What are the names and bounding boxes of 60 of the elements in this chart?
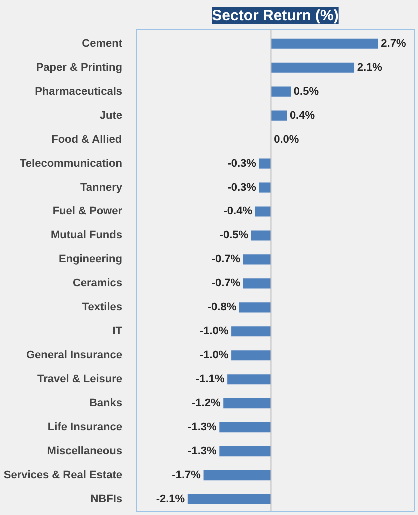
data-label: -0.7% [212,254,241,266]
y-tick-label: Food & Allied [52,134,122,146]
y-tick-label: Tannery [80,182,124,194]
data-label: -1.3% [188,422,218,434]
bar [228,374,272,385]
bar [239,302,272,313]
data-label: 0.0% [274,134,300,146]
data-label: -1.3% [188,446,218,458]
bar [224,398,272,409]
y-tick-label: Ceramics [72,278,123,290]
bar [220,446,272,457]
y-tick-label: Jute [100,110,123,122]
bar [243,254,272,265]
y-tick-label: Textiles [82,302,123,314]
data-label: -0.8% [208,302,237,314]
y-tick-label: Fuel & Power [52,206,124,218]
bar [271,86,292,97]
bar [271,62,355,73]
data-label: -0.7% [212,278,241,290]
y-tick-label: Mutual Funds [51,230,123,242]
bar [243,278,272,289]
bar [188,494,272,505]
data-label: 0.5% [294,86,320,98]
bar [204,470,272,481]
data-label: 0.4% [290,110,316,122]
y-tick-label: Banks [89,398,123,410]
y-tick-label: Cement [82,38,123,50]
data-label: -1.2% [192,398,221,410]
y-tick-label: Pharmaceuticals [35,86,122,98]
bar [232,350,272,361]
chart-title: Sector Return (%) [212,8,339,24]
data-label: -0.4% [224,206,253,218]
bar [251,230,272,241]
data-label: -0.5% [220,230,249,242]
data-label: 2.7% [381,38,406,50]
y-tick-label: Telecommunication [20,158,123,170]
bar [232,326,272,337]
y-tick-label: Life Insurance [48,422,122,434]
data-label: -1.0% [200,326,229,338]
data-label: -0.3% [228,158,257,170]
bar [271,38,378,49]
bar [259,182,272,193]
y-tick-label: Travel & Leisure [38,374,123,386]
y-tick-label: Paper & Printing [36,62,123,74]
data-label: -1.1% [196,374,225,386]
data-label: -1.7% [172,470,202,482]
y-tick-label: General Insurance [26,350,123,362]
y-tick-label: Services & Real Estate [4,470,123,482]
bar [259,158,272,169]
y-tick-label: IT [112,326,123,338]
data-label: -1.0% [200,350,229,362]
y-tick-label: NBFIs [90,494,122,506]
y-tick-label: Miscellaneous [47,446,123,458]
bar [255,206,272,217]
y-tick-label: Engineering [58,254,122,266]
data-label: -0.3% [228,182,257,194]
data-label: -2.1% [156,494,186,506]
bar [220,422,272,433]
bar [271,110,288,121]
data-label: 2.1% [357,62,383,74]
